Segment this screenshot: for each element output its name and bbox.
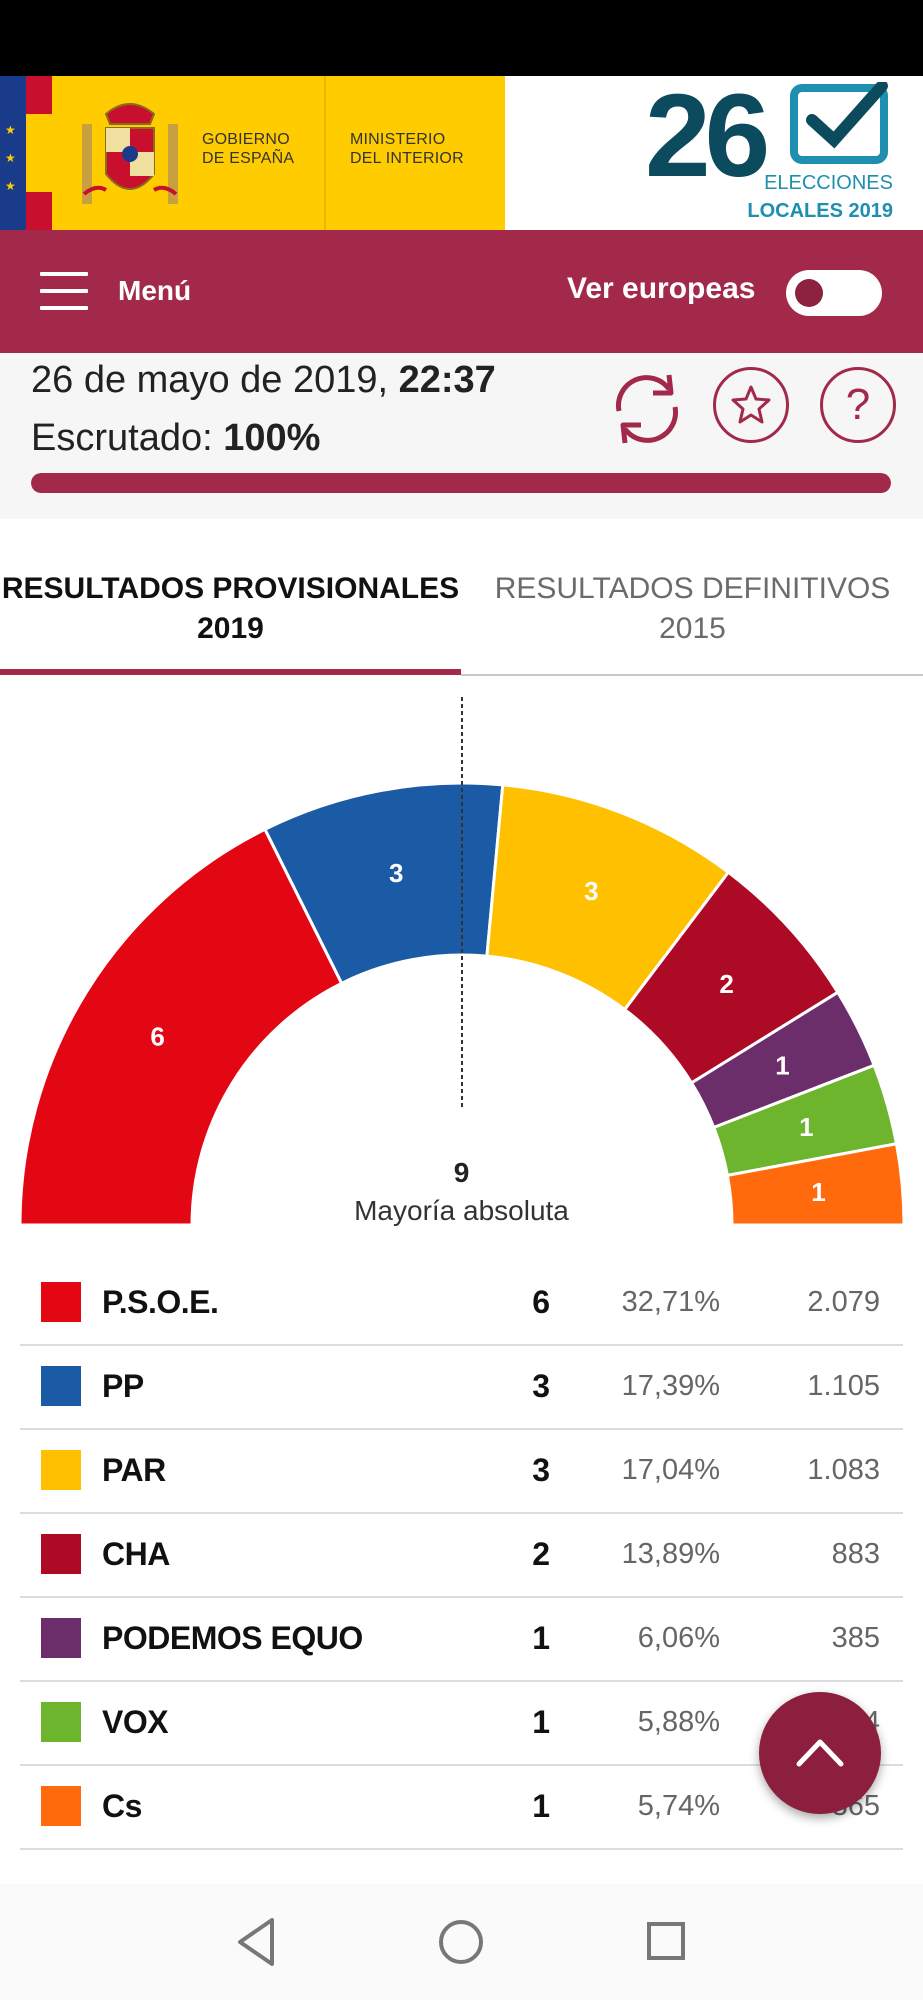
help-button[interactable]: ? [820,367,896,443]
ballot-check-icon [790,82,888,164]
party-seats: 3 [532,1452,550,1488]
party-color-swatch [41,1450,81,1490]
seat-segment-p-s-o-e [18,827,344,1227]
party-percent: 5,74% [637,1790,720,1822]
menu-button[interactable]: Menú [118,275,192,306]
toggle-knob [795,279,823,307]
seats-chart: 6 3 3 2 1 1 1 9 Mayoría absoluta [0,677,923,1237]
party-votes: 2.079 [807,1286,880,1318]
table-row[interactable]: P.S.O.E. 6 32,71% 2.079 [20,1262,903,1346]
back-icon[interactable] [238,1918,274,1966]
party-name: PODEMOS EQUO [102,1620,363,1656]
system-navigation-bar [0,1884,923,2000]
refresh-button[interactable] [605,367,689,451]
app-navbar: Menú Ver europeas [0,230,923,353]
party-name: CHA [102,1536,170,1572]
seat-segment-cs [725,1142,906,1227]
party-percent: 5,88% [637,1706,720,1738]
hamburger-menu-icon[interactable] [40,272,88,312]
party-color-swatch [41,1366,81,1406]
tab-divider [461,674,923,676]
party-seats: 1 [532,1788,550,1824]
party-color-swatch [41,1534,81,1574]
party-seats: 6 [532,1284,550,1320]
party-seats: 1 [532,1620,550,1656]
eu-flag-icon: ★ ★ ★ [0,76,26,230]
tab-definitive-2015[interactable]: RESULTADOS DEFINITIVOS 2015 [494,572,891,645]
banner-divider [324,76,326,230]
elections-logo: 26 ELECCIONES LOCALES 2019 [505,70,923,230]
hemicycle-chart: 6 3 3 2 1 1 1 [18,697,906,1227]
logo-subtitle: ELECCIONES [764,172,893,194]
party-percent: 13,89% [621,1538,720,1570]
party-name: VOX [102,1704,169,1740]
progress-fill [31,473,891,493]
table-row[interactable]: PODEMOS EQUO 1 6,06% 385 [20,1598,903,1682]
seat-label: 1 [811,1177,825,1207]
table-row[interactable]: Cs 1 5,74% 365 [20,1766,903,1850]
party-color-swatch [41,1786,81,1826]
results-tabs: RESULTADOS PROVISIONALES 2019 RESULTADOS… [0,519,923,677]
table-row[interactable]: PAR 3 17,04% 1.083 [20,1430,903,1514]
update-timestamp: 26 de mayo de 2019, 22:37 [31,359,496,401]
chevron-up-icon [796,1739,844,1767]
party-percent: 17,39% [621,1370,720,1402]
government-banner: ★ ★ ★ GOBIERNO DE ESPAÑA MINISTERIO DEL IN… [0,76,505,230]
seat-label: 6 [150,1022,164,1052]
seat-label: 3 [389,858,403,888]
scrutiny-progress-bar [31,473,891,493]
party-seats: 3 [532,1368,550,1404]
party-votes: 1.083 [807,1454,880,1486]
recents-icon[interactable] [647,1922,685,1960]
party-name: PAR [102,1452,166,1488]
party-name: Cs [102,1788,142,1824]
party-seats: 1 [532,1704,550,1740]
majority-value: 9 [453,1157,470,1188]
toggle-label: Ver europeas [567,272,756,305]
update-info: 26 de mayo de 2019, 22:37 Escrutado: 100… [0,353,923,519]
logo-number: 26 [645,70,770,202]
seat-label: 1 [799,1112,813,1142]
europeas-toggle[interactable] [786,270,882,316]
party-color-swatch [41,1282,81,1322]
party-color-swatch [41,1618,81,1658]
party-color-swatch [41,1702,81,1742]
party-name: PP [102,1368,144,1404]
spain-flag-icon [26,76,52,230]
party-seats: 2 [532,1536,550,1572]
party-percent: 32,71% [621,1286,720,1318]
home-icon[interactable] [439,1920,483,1964]
table-row[interactable]: CHA 2 13,89% 883 [20,1514,903,1598]
party-votes: 1.105 [807,1370,880,1402]
ministry-label: MINISTERIO DEL INTERIOR [350,131,464,167]
scrutiny-status: Escrutado: 100% [31,417,321,459]
tab-provisional-2019[interactable]: RESULTADOS PROVISIONALES 2019 [1,572,460,645]
star-icon [731,385,771,424]
coat-of-arms-icon [82,103,178,204]
results-table: P.S.O.E. 6 32,71% 2.079 PP 3 17,39% 1.10… [20,1262,903,1850]
seat-label: 3 [584,876,598,906]
government-label: GOBIERNO DE ESPAÑA [202,131,295,167]
favorite-button[interactable] [713,367,789,443]
logo-year: LOCALES 2019 [747,200,893,222]
refresh-icon [616,374,678,444]
scroll-top-button[interactable] [759,1692,881,1814]
party-percent: 6,06% [637,1622,720,1654]
party-votes: 883 [831,1538,880,1570]
seat-label: 2 [719,969,733,999]
help-icon: ? [845,380,871,429]
table-row[interactable]: PP 3 17,39% 1.105 [20,1346,903,1430]
active-tab-indicator [0,669,461,675]
party-votes: 385 [831,1622,880,1654]
status-bar [0,0,923,76]
majority-label: Mayoría absoluta [354,1195,569,1226]
party-percent: 17,04% [621,1454,720,1486]
seat-label: 1 [775,1050,789,1080]
party-name: P.S.O.E. [102,1284,219,1320]
